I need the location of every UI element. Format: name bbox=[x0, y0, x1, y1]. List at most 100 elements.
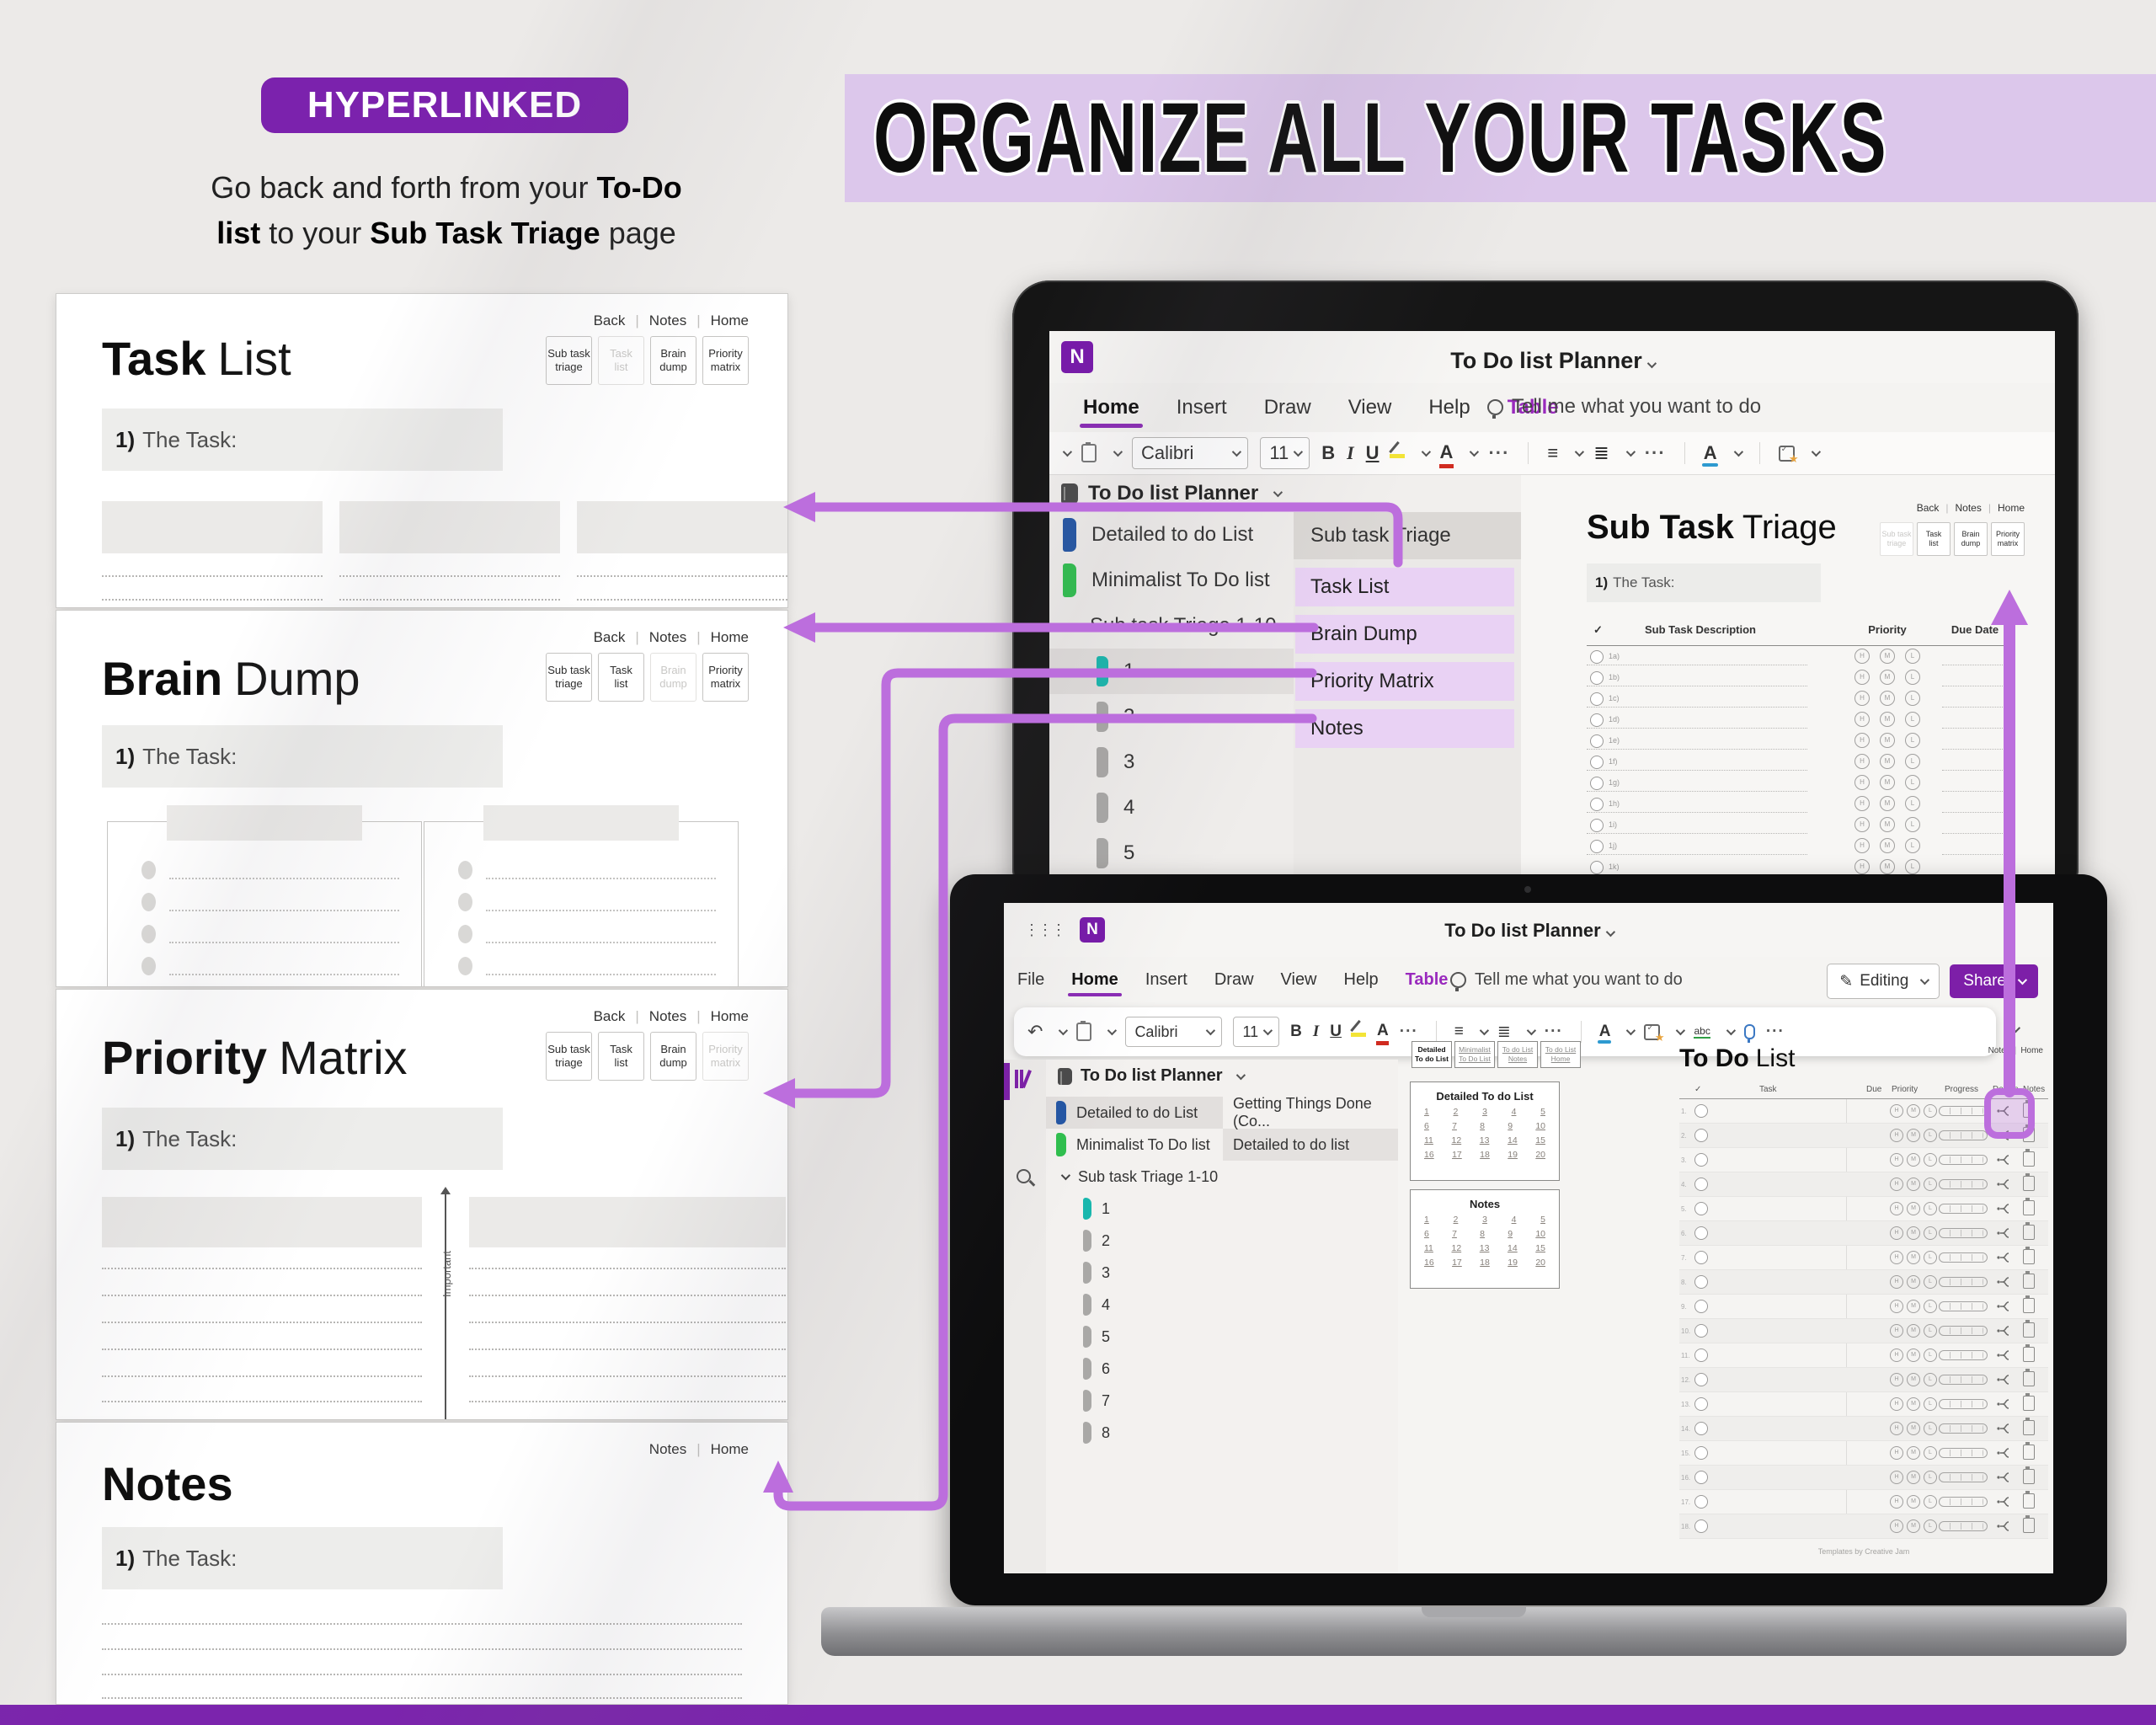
section-5[interactable]: 5 bbox=[1049, 830, 1294, 876]
priority-h-circle[interactable]: H bbox=[1854, 859, 1870, 874]
checkbox-circle[interactable] bbox=[1694, 1373, 1708, 1386]
section-3[interactable]: 3 bbox=[1046, 1257, 1223, 1289]
chevron-down-icon[interactable] bbox=[1726, 1025, 1736, 1036]
priority-l-circle[interactable]: L bbox=[1924, 1251, 1937, 1264]
page-link-18[interactable]: 18 bbox=[1480, 1150, 1490, 1160]
notebooks-icon[interactable] bbox=[1015, 1070, 1032, 1088]
progress-bar[interactable] bbox=[1939, 1204, 1988, 1214]
progress-bar[interactable] bbox=[1939, 1301, 1988, 1311]
chevron-down-icon[interactable] bbox=[1470, 446, 1480, 457]
checkbox-circle[interactable] bbox=[1694, 1324, 1708, 1338]
priority-h-circle[interactable]: H bbox=[1854, 838, 1870, 853]
page-link-10[interactable]: 10 bbox=[1535, 1121, 1545, 1131]
content-tab-to-do-list-notes[interactable]: To do List Notes bbox=[1497, 1041, 1538, 1068]
page-nav-button-sub-task-triage[interactable]: Sub task triage bbox=[1880, 522, 1913, 556]
menu-help[interactable]: Help bbox=[1343, 969, 1379, 989]
section-sub-task-triage-1-10[interactable]: Sub task Triage 1-10 bbox=[1046, 1161, 1223, 1193]
page-link-2[interactable]: 2 bbox=[1453, 1215, 1459, 1225]
page-link-19[interactable]: 19 bbox=[1508, 1150, 1518, 1160]
priority-l-circle[interactable]: L bbox=[1924, 1275, 1937, 1289]
due-date-line[interactable] bbox=[1942, 791, 2011, 792]
due-date-line[interactable] bbox=[1942, 728, 2011, 729]
priority-l-circle[interactable]: L bbox=[1905, 670, 1920, 685]
subtask-link-icon[interactable] bbox=[1996, 1226, 2011, 1245]
progress-bar[interactable] bbox=[1939, 1277, 1988, 1287]
page-nav-button-task-list[interactable]: Task list bbox=[598, 1032, 644, 1081]
page-link-20[interactable]: 20 bbox=[1535, 1150, 1545, 1160]
priority-l-circle[interactable]: L bbox=[1924, 1153, 1937, 1167]
progress-bar[interactable] bbox=[1939, 1130, 1988, 1140]
priority-h-circle[interactable]: H bbox=[1890, 1251, 1903, 1264]
font-color-icon[interactable]: A bbox=[1376, 1022, 1389, 1045]
app-title[interactable]: To Do list Planner bbox=[1049, 348, 2055, 374]
page-link-4[interactable]: 4 bbox=[1511, 1215, 1517, 1225]
subtask-link-icon[interactable] bbox=[1996, 1299, 2011, 1318]
priority-m-circle[interactable]: M bbox=[1907, 1373, 1920, 1386]
priority-m-circle[interactable]: M bbox=[1907, 1153, 1920, 1167]
section-detailed-to-do-list[interactable]: Detailed to do List bbox=[1046, 1097, 1223, 1129]
description-line[interactable] bbox=[1587, 728, 1807, 729]
page-link-1[interactable]: 1 bbox=[1424, 1215, 1429, 1225]
section-5[interactable]: 5 bbox=[1046, 1321, 1223, 1353]
page-link-10[interactable]: 10 bbox=[1535, 1229, 1545, 1239]
page-link-11[interactable]: 11 bbox=[1424, 1243, 1433, 1253]
page-link-1[interactable]: 1 bbox=[1424, 1107, 1429, 1117]
more-lists-icon[interactable]: ··· bbox=[1644, 442, 1666, 463]
chevron-down-icon[interactable] bbox=[1059, 1025, 1069, 1036]
underline-button[interactable]: U bbox=[1365, 442, 1380, 463]
page-nav-notes[interactable]: Notes bbox=[648, 1008, 687, 1024]
menu-home[interactable]: Home bbox=[1080, 396, 1143, 428]
priority-l-circle[interactable]: L bbox=[1905, 775, 1920, 790]
priority-h-circle[interactable]: H bbox=[1854, 775, 1870, 790]
priority-l-circle[interactable]: L bbox=[1924, 1178, 1937, 1191]
notes-icon[interactable] bbox=[2023, 1149, 2035, 1167]
progress-bar[interactable] bbox=[1939, 1326, 1988, 1336]
checkbox-circle[interactable] bbox=[1590, 777, 1604, 790]
subtask-link-icon[interactable] bbox=[1996, 1470, 2011, 1489]
description-line[interactable] bbox=[1587, 749, 1807, 750]
checkbox-circle[interactable] bbox=[1694, 1178, 1708, 1191]
page-nav-button-task-list[interactable]: Task list bbox=[598, 653, 644, 702]
priority-l-circle[interactable]: L bbox=[1905, 691, 1920, 706]
description-line[interactable] bbox=[1587, 833, 1807, 834]
highlighter-icon[interactable] bbox=[1389, 452, 1405, 458]
page-link-4[interactable]: 4 bbox=[1511, 1107, 1517, 1117]
task-field[interactable]: 1) The Task: bbox=[102, 1108, 503, 1170]
page-link-9[interactable]: 9 bbox=[1508, 1229, 1513, 1239]
bullet-list-icon[interactable]: ≡ bbox=[1454, 1023, 1464, 1040]
content-tab-detailed-to-do-list[interactable]: Detailed To do List bbox=[1412, 1041, 1452, 1068]
highlighter-icon[interactable] bbox=[1351, 1031, 1367, 1037]
page-link-15[interactable]: 15 bbox=[1535, 1135, 1545, 1146]
more-lists-icon[interactable]: ··· bbox=[1544, 1023, 1563, 1040]
subtask-link-icon[interactable] bbox=[1996, 1323, 2011, 1343]
task-field[interactable]: 1) The Task: bbox=[102, 1527, 503, 1589]
priority-h-circle[interactable]: H bbox=[1854, 712, 1870, 727]
progress-bar[interactable] bbox=[1939, 1472, 1988, 1482]
priority-h-circle[interactable]: H bbox=[1890, 1471, 1903, 1484]
more-tools-icon[interactable]: ··· bbox=[1765, 1023, 1785, 1040]
page-nav-button-sub-task-triage[interactable]: Sub task triage bbox=[546, 336, 592, 385]
progress-bar[interactable] bbox=[1939, 1179, 1988, 1189]
page-nav-button-brain-dump[interactable]: Brain dump bbox=[650, 653, 696, 702]
page-link-14[interactable]: 14 bbox=[1508, 1135, 1518, 1146]
priority-h-circle[interactable]: H bbox=[1890, 1373, 1903, 1386]
menu-home[interactable]: Home bbox=[1068, 969, 1122, 996]
page-link-17[interactable]: 17 bbox=[1452, 1258, 1462, 1268]
priority-m-circle[interactable]: M bbox=[1907, 1202, 1920, 1215]
priority-h-circle[interactable]: H bbox=[1890, 1226, 1903, 1240]
chevron-down-icon[interactable] bbox=[1526, 1025, 1536, 1036]
priority-m-circle[interactable]: M bbox=[1880, 754, 1895, 769]
subtask-link-icon[interactable] bbox=[1996, 1519, 2011, 1538]
priority-l-circle[interactable]: L bbox=[1924, 1226, 1937, 1240]
notes-icon[interactable] bbox=[2023, 1295, 2035, 1313]
checkbox-circle[interactable] bbox=[1590, 713, 1604, 727]
subtask-link-icon[interactable] bbox=[1996, 1348, 2011, 1367]
chevron-down-icon[interactable] bbox=[1625, 446, 1636, 457]
priority-l-circle[interactable]: L bbox=[1924, 1422, 1937, 1435]
page-link-11[interactable]: 11 bbox=[1424, 1135, 1433, 1146]
subtask-link-icon[interactable] bbox=[1996, 1397, 2011, 1416]
more-formatting-icon[interactable]: ··· bbox=[1488, 442, 1510, 463]
progress-bar[interactable] bbox=[1939, 1350, 1988, 1360]
priority-l-circle[interactable]: L bbox=[1924, 1471, 1937, 1484]
progress-bar[interactable] bbox=[1939, 1497, 1988, 1507]
